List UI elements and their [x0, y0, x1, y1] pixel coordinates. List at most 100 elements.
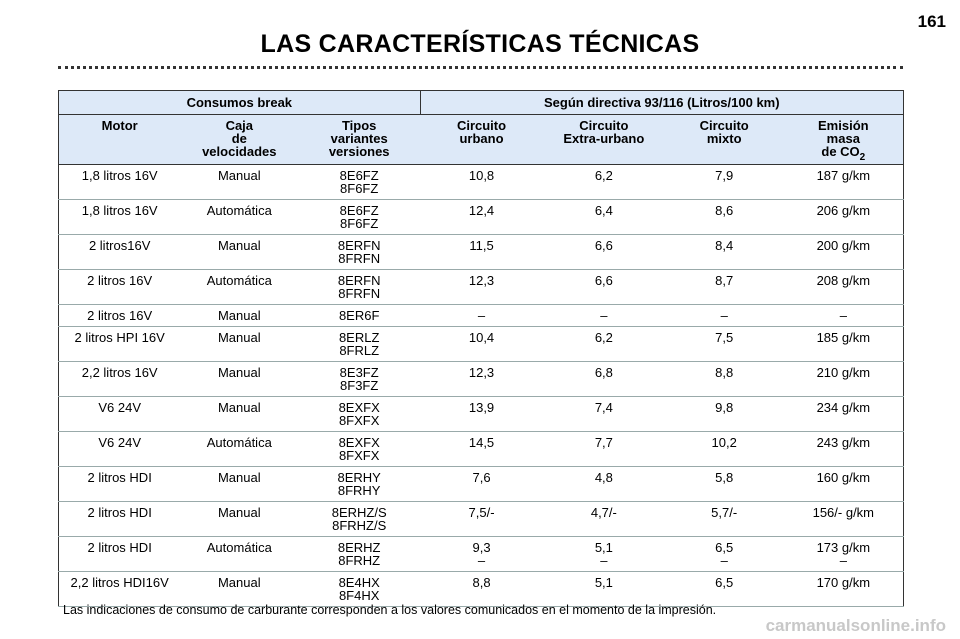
- subscript: 2: [859, 152, 866, 163]
- table-cell: Manual: [180, 326, 299, 362]
- cell-line: 6,6: [594, 273, 613, 288]
- cell-line: –: [477, 308, 486, 323]
- cell-line: 156/- g/km: [812, 505, 875, 520]
- column-header: Circuito urbano: [420, 114, 543, 165]
- table-row: V6 24V Automática 8EXFX 8FXFX 14,5 7,7 10,2 243…: [58, 431, 904, 467]
- cell-line: –: [720, 553, 728, 568]
- header-line: variantes: [330, 131, 388, 146]
- cell-line: 6,8: [594, 365, 613, 380]
- cell-line: 8,7: [715, 273, 734, 288]
- table-row: 1,8 litros 16V Manual 8E6FZ 8F6FZ 10,8 6,2 7,9…: [58, 164, 904, 200]
- cell-line: Automática: [206, 540, 272, 555]
- table-cell: 7,7: [542, 431, 665, 467]
- table-cell: 6,6: [542, 234, 665, 270]
- cell-line: 9,8: [715, 400, 734, 415]
- table-cell: 185 g/km: [783, 326, 904, 362]
- table-cell: 12,3: [420, 269, 543, 305]
- cell-line: 1,8 litros 16V: [81, 203, 158, 218]
- cell-line: Manual: [217, 238, 261, 253]
- header-line: de: [231, 131, 247, 146]
- table-row: 2 litros HPI 16V Manual 8ERLZ 8FRLZ 10,4 6,2 7…: [58, 326, 904, 362]
- table-cell: 187 g/km: [783, 164, 904, 200]
- table-cell: 9,8: [664, 396, 784, 432]
- footnote: Las indicaciones de consumo de carburant…: [63, 603, 717, 617]
- cell-line: 8FRFN: [338, 251, 381, 266]
- cell-line: 2 litros HDI: [87, 470, 152, 485]
- table-cell: 4,8: [542, 466, 665, 502]
- cell-line: Manual: [217, 168, 261, 183]
- table-cell: 2 litros 16V: [58, 269, 181, 305]
- table-cell: 2 litros HDI: [58, 501, 181, 537]
- cell-line: 2 litros 16V: [87, 308, 153, 323]
- table-cell: 234 g/km: [783, 396, 904, 432]
- table-row: 2 litros HDI Manual 8ERHY 8FRHY 7,6 4,8 5,8 160…: [58, 466, 904, 502]
- cell-line: 6,2: [594, 330, 613, 345]
- cell-line: –: [600, 308, 608, 323]
- cell-line: 13,9: [468, 400, 495, 415]
- cell-line: Automática: [206, 203, 272, 218]
- table-cell: 8,4: [664, 234, 784, 270]
- cell-line: 2 litros HPI 16V: [74, 330, 165, 345]
- table-cell: Manual: [180, 164, 299, 200]
- cell-line: 6,5: [715, 540, 734, 555]
- column-header: Circuito Extra-urbano: [542, 114, 665, 165]
- cell-line: 206 g/km: [816, 203, 871, 218]
- cell-line: 2 litros HDI: [87, 505, 152, 520]
- cell-line: 160 g/km: [816, 470, 871, 485]
- table-cell: 160 g/km: [783, 466, 904, 502]
- cell-line: 7,5: [715, 330, 734, 345]
- cell-line: 8,8: [715, 365, 734, 380]
- column-header: Emisión masa de CO2: [783, 114, 904, 165]
- table-cell: 206 g/km: [783, 199, 904, 235]
- cell-line: 7,5/-: [468, 505, 495, 520]
- table-cell: 14,5: [420, 431, 543, 467]
- table-cell: Automática: [180, 269, 299, 305]
- table-cell: 7,6: [420, 466, 543, 502]
- table-cell: 2 litros 16V: [58, 304, 181, 327]
- cell-line: 12,3: [468, 365, 495, 380]
- table-cell: 10,4: [420, 326, 543, 362]
- table-cell: Manual: [180, 396, 299, 432]
- header-line: versiones: [328, 144, 390, 159]
- table-cell: 8ERFN 8FRFN: [298, 234, 421, 270]
- page-number: 161: [917, 12, 946, 31]
- header-line: de CO2: [821, 144, 866, 163]
- table-cell: 8EXFX 8FXFX: [298, 431, 421, 467]
- cell-line: –: [720, 308, 728, 323]
- table-cell: V6 24V: [58, 431, 181, 467]
- cell-line: Manual: [217, 470, 261, 485]
- cell-line: 8F3FZ: [340, 378, 379, 393]
- table-cell: 12,3: [420, 361, 543, 397]
- cell-line: 8FRHZ: [338, 553, 381, 568]
- header-row: Motor Caja de velocidades Tipos variantes vers…: [58, 114, 904, 165]
- cell-line: 210 g/km: [816, 365, 871, 380]
- cell-line: 2 litros 16V: [87, 273, 153, 288]
- table-cell: 200 g/km: [783, 234, 904, 270]
- cell-line: 8ERLZ: [338, 330, 380, 345]
- table-cell: 8EXFX 8FXFX: [298, 396, 421, 432]
- table-cell: 6,5: [664, 571, 784, 607]
- table-row: 2 litros 16V Manual 8ER6F – – – –: [58, 304, 904, 327]
- cell-line: 10,8: [468, 168, 495, 183]
- table-cell: –: [664, 304, 784, 327]
- cell-line: 2,2 litros 16V: [81, 365, 158, 380]
- header-line: mixto: [706, 131, 742, 146]
- cell-line: 5,1: [594, 575, 613, 590]
- cell-line: –: [839, 308, 847, 323]
- table-row: 2 litros16V Manual 8ERFN 8FRFN 11,5 6,6 8,4 200…: [58, 234, 904, 270]
- table-cell: 8,8: [420, 571, 543, 607]
- cell-line: Automática: [206, 273, 272, 288]
- table-cell: –: [783, 304, 904, 327]
- cell-line: 8E3FZ: [339, 365, 379, 380]
- cell-line: 187 g/km: [816, 168, 871, 183]
- table-cell: 6,2: [542, 164, 665, 200]
- cell-line: 8ER6F: [338, 308, 380, 323]
- table-cell: 8E3FZ 8F3FZ: [298, 361, 421, 397]
- column-header: Tipos variantes versiones: [298, 114, 421, 165]
- cell-line: 8E6FZ: [339, 203, 379, 218]
- table-cell: Automática: [180, 431, 299, 467]
- table-cell: 12,4: [420, 199, 543, 235]
- cell-line: –: [477, 553, 486, 568]
- cell-line: 1,8 litros 16V: [81, 168, 158, 183]
